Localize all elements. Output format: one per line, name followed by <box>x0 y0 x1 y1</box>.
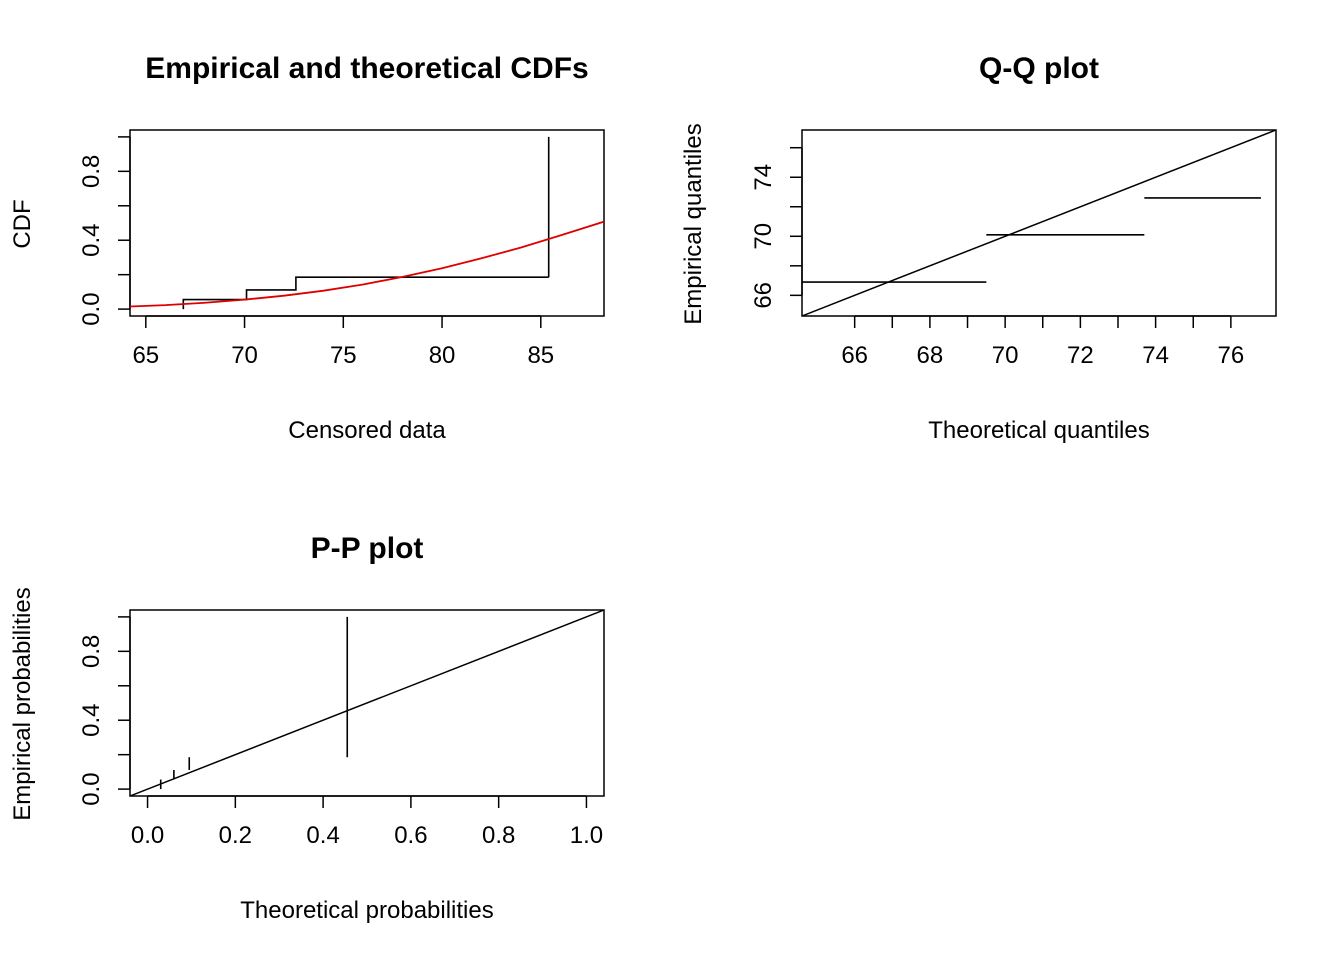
qq-plot-area: 66 68 70 72 74 76 66 70 74 <box>750 129 1277 369</box>
cdf-y-tick-label: 0.4 <box>78 224 105 257</box>
cdf-panel: Empirical and theoretical CDFs Censored … <box>9 52 605 444</box>
pp-xlabel: Theoretical probabilities <box>240 897 493 924</box>
qq-panel: Q-Q plot Theoretical quantiles Empirical… <box>680 52 1277 444</box>
pp-x-tick-label: 0.8 <box>482 822 515 849</box>
qq-reference-line <box>802 130 1276 316</box>
pp-y-tick-label: 0.4 <box>78 704 105 737</box>
pp-panel: P-P plot Theoretical probabilities Empir… <box>9 532 605 924</box>
pp-marks <box>130 610 604 796</box>
pp-x-tick-label: 0.2 <box>219 822 252 849</box>
cdf-title: Empirical and theoretical CDFs <box>145 52 588 85</box>
pp-y-axis: 0.0 0.4 0.8 <box>78 616 131 806</box>
qq-x-tick-label: 68 <box>917 342 944 369</box>
cdf-plot-area: 65 70 75 80 85 0.0 0.4 0.8 <box>78 129 605 369</box>
cdf-x-axis: 65 70 75 80 85 <box>132 315 554 369</box>
pp-x-axis: 0.0 0.2 0.4 0.6 0.8 1.0 <box>131 795 603 849</box>
qq-marks <box>802 130 1276 316</box>
cdf-empirical-steps <box>182 276 549 310</box>
qq-x-tick-label: 76 <box>1218 342 1245 369</box>
cdf-plot-frame <box>129 129 605 317</box>
cdf-x-tick-label: 80 <box>429 342 456 369</box>
qq-x-tick-label: 66 <box>841 342 868 369</box>
cdf-y-axis: 0.0 0.4 0.8 <box>78 136 131 326</box>
qq-y-axis: 66 70 74 <box>750 146 803 309</box>
pp-plot-area: 0.0 0.2 0.4 0.6 0.8 1.0 0.0 0.4 0.8 <box>78 609 605 849</box>
pp-ylabel: Empirical probabilities <box>9 587 36 820</box>
qq-x-tick-label: 70 <box>992 342 1019 369</box>
pp-x-tick-label: 0.0 <box>131 822 164 849</box>
pp-x-tick-label: 1.0 <box>570 822 603 849</box>
cdf-y-tick-label: 0.0 <box>78 292 105 325</box>
cdf-x-tick-label: 85 <box>527 342 554 369</box>
pp-y-tick-label: 0.8 <box>78 635 105 668</box>
qq-y-tick-label: 70 <box>750 223 777 250</box>
qq-x-tick-label: 72 <box>1067 342 1094 369</box>
pp-x-tick-label: 0.6 <box>394 822 427 849</box>
pp-x-tick-label: 0.4 <box>306 822 339 849</box>
qq-title: Q-Q plot <box>979 52 1099 85</box>
pp-y-tick-label: 0.0 <box>78 772 105 805</box>
qq-y-tick-label: 66 <box>750 282 777 309</box>
qq-xlabel: Theoretical quantiles <box>928 417 1149 444</box>
cdf-y-tick-label: 0.8 <box>78 155 105 188</box>
cdf-x-tick-label: 70 <box>231 342 258 369</box>
qq-ylabel: Empirical quantiles <box>680 123 707 324</box>
qq-y-tick-label: 74 <box>750 164 777 191</box>
pp-title: P-P plot <box>311 532 424 565</box>
cdf-marks <box>130 136 604 310</box>
cdf-xlabel: Censored data <box>288 417 446 444</box>
qq-x-axis: 66 68 70 72 74 76 <box>841 315 1245 369</box>
cdf-ylabel: CDF <box>9 199 36 248</box>
cdf-x-tick-label: 75 <box>330 342 357 369</box>
qq-x-tick-label: 74 <box>1142 342 1169 369</box>
pp-reference-line <box>130 610 604 796</box>
cdf-x-tick-label: 65 <box>132 342 159 369</box>
cdf-theoretical-curve <box>130 220 604 308</box>
